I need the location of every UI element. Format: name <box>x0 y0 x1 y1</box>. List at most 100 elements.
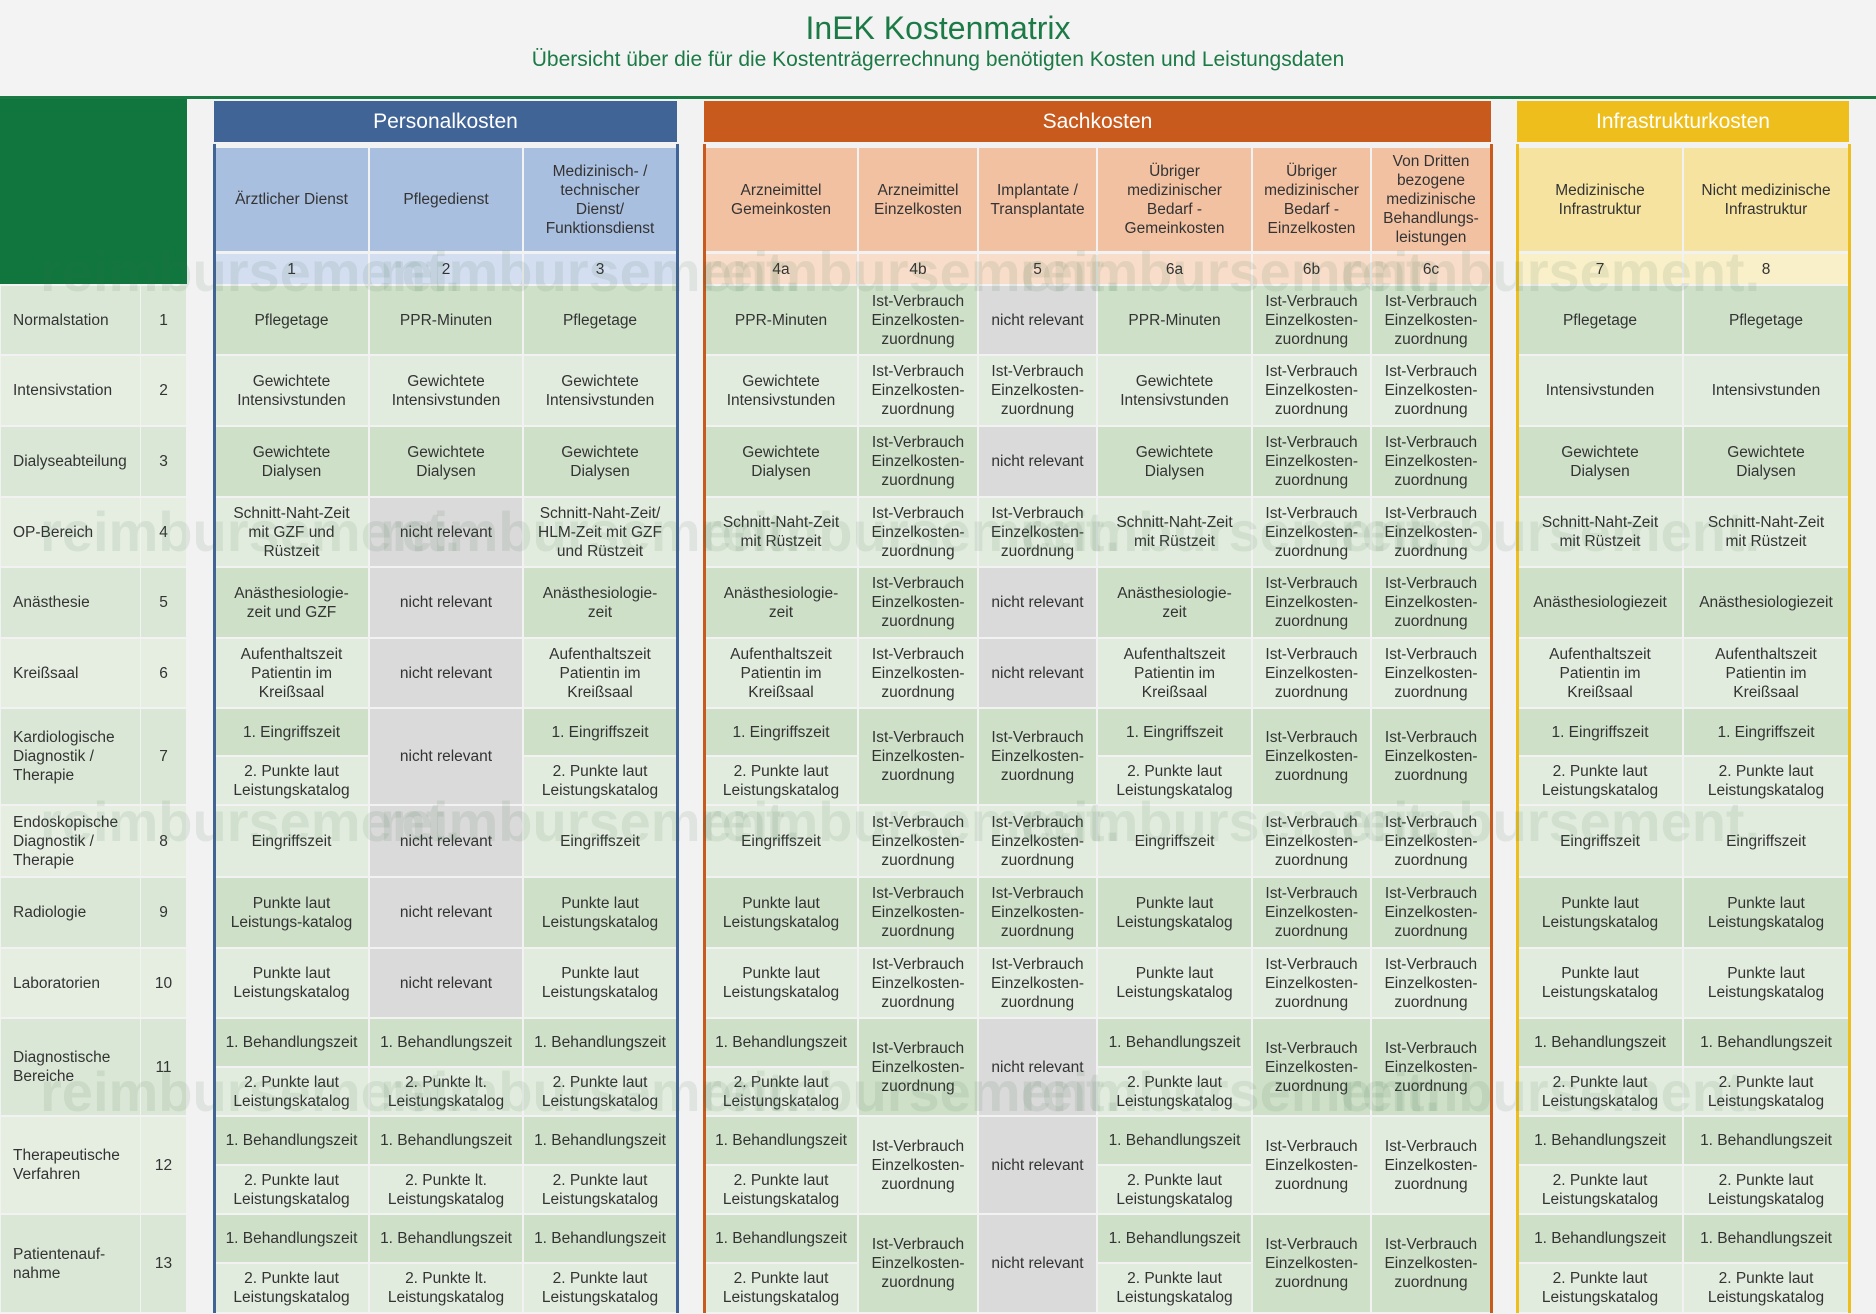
matrix-cell: 1. Eingriffszeit <box>1098 709 1251 755</box>
matrix-cell: 1. Behandlungszeit <box>1098 1117 1251 1164</box>
matrix-cell: Aufenthaltszeit Patientin im Kreißsaal <box>524 639 676 707</box>
matrix-cell: Schnitt-Naht-Zeit/ HLM-Zeit mit GZF und … <box>524 498 676 566</box>
matrix-cell: Ist-Verbrauch Einzelkosten- zuordnung <box>1253 286 1370 354</box>
matrix-cell: Punkte laut Leistungskatalog <box>524 878 676 947</box>
matrix-cell: Gewichtete Intensivstunden <box>524 356 676 425</box>
matrix-cell: Ist-Verbrauch Einzelkosten- zuordnung <box>859 1117 977 1213</box>
matrix-cell: 2. Punkte laut Leistungskatalog <box>1098 757 1251 804</box>
matrix-cell: nicht relevant <box>370 498 522 566</box>
matrix-cell: Gewichtete Dialysen <box>370 427 522 496</box>
column-header: Arzneimittel Einzelkosten <box>859 148 977 251</box>
row-number: 9 <box>141 878 186 947</box>
column-header: Nicht medizinische Infrastruktur <box>1684 148 1848 251</box>
matrix-cell: Ist-Verbrauch Einzelkosten- zuordnung <box>1372 709 1490 804</box>
matrix-cell: 1. Behandlungszeit <box>1518 1117 1682 1164</box>
matrix-cell: Gewichtete Dialysen <box>215 427 368 496</box>
matrix-cell: Ist-Verbrauch Einzelkosten- zuordnung <box>1372 1117 1490 1213</box>
matrix-cell: 1. Behandlungszeit <box>370 1117 522 1164</box>
matrix-cell: Punkte laut Leistungskatalog <box>1098 949 1251 1017</box>
group-border <box>676 144 679 1313</box>
matrix-cell: Punkte laut Leistungskatalog <box>705 949 857 1017</box>
group-header-infra: Infrastrukturkosten <box>1517 101 1849 142</box>
matrix-cell: Ist-Verbrauch Einzelkosten- zuordnung <box>1253 498 1370 566</box>
matrix-cell: Pflegetage <box>215 286 368 354</box>
matrix-cell: Punkte laut Leistungs-katalog <box>215 878 368 947</box>
page-header: InEK Kostenmatrix Übersicht über die für… <box>0 0 1876 99</box>
matrix-cell: Ist-Verbrauch Einzelkosten- zuordnung <box>979 878 1096 947</box>
matrix-cell: nicht relevant <box>979 427 1096 496</box>
matrix-cell: 2. Punkte laut Leistungskatalog <box>705 1264 857 1312</box>
matrix-cell: Ist-Verbrauch Einzelkosten- zuordnung <box>979 806 1096 876</box>
matrix-cell: 1. Behandlungszeit <box>215 1215 368 1262</box>
row-number: 3 <box>141 427 186 496</box>
matrix-cell: 2. Punkte laut Leistungskatalog <box>1098 1166 1251 1213</box>
matrix-cell: Eingriffszeit <box>1098 806 1251 876</box>
row-number: 7 <box>141 709 186 804</box>
matrix-cell: Aufenthaltszeit Patientin im Kreißsaal <box>1518 639 1682 707</box>
matrix-cell: 2. Punkte laut Leistungskatalog <box>215 1068 368 1115</box>
matrix-cell: 2. Punkte laut Leistungskatalog <box>1518 1068 1682 1115</box>
matrix-cell: Ist-Verbrauch Einzelkosten- zuordnung <box>1372 356 1490 425</box>
matrix-cell: Punkte laut Leistungskatalog <box>1098 878 1251 947</box>
matrix-cell: 2. Punkte laut Leistungskatalog <box>1098 1068 1251 1115</box>
row-number: 1 <box>141 286 186 354</box>
column-number: 1 <box>215 254 368 284</box>
row-label: OP-Bereich <box>1 498 140 566</box>
matrix-cell: nicht relevant <box>370 949 522 1017</box>
matrix-cell: Ist-Verbrauch Einzelkosten- zuordnung <box>1253 878 1370 947</box>
matrix-cell: Gewichtete Intensivstunden <box>215 356 368 425</box>
matrix-cell: Ist-Verbrauch Einzelkosten- zuordnung <box>859 498 977 566</box>
matrix-cell: 1. Behandlungszeit <box>1518 1215 1682 1262</box>
matrix-cell: PPR-Minuten <box>1098 286 1251 354</box>
row-label: Anästhesie <box>1 568 140 637</box>
cost-matrix: Personalkosten Sachkosten Infrastrukturkos… <box>0 99 1876 1314</box>
column-number: 5 <box>979 254 1096 284</box>
row-label: Therapeutische Verfahren <box>1 1117 140 1213</box>
matrix-cell: Ist-Verbrauch Einzelkosten- zuordnung <box>859 639 977 707</box>
matrix-cell: 2. Punkte laut Leistungskatalog <box>1684 1068 1848 1115</box>
column-header: Medizinisch- / technischer Dienst/ Funkt… <box>524 148 676 251</box>
matrix-cell: Anästhesiologie- zeit <box>1098 568 1251 637</box>
matrix-cell: 1. Eingriffszeit <box>1684 709 1848 755</box>
matrix-cell: Gewichtete Dialysen <box>1098 427 1251 496</box>
matrix-cell: Anästhesiologiezeit <box>1518 568 1682 637</box>
matrix-cell: nicht relevant <box>979 639 1096 707</box>
matrix-cell: Anästhesiologie- zeit <box>705 568 857 637</box>
matrix-cell: nicht relevant <box>370 806 522 876</box>
matrix-cell: Ist-Verbrauch Einzelkosten- zuordnung <box>1372 806 1490 876</box>
corner-block <box>0 99 187 284</box>
column-number: 2 <box>370 254 522 284</box>
matrix-cell: 1. Behandlungszeit <box>370 1215 522 1262</box>
row-number: 12 <box>141 1117 186 1213</box>
matrix-cell: Punkte laut Leistungskatalog <box>1518 949 1682 1017</box>
group-border <box>1490 144 1493 1313</box>
matrix-cell: 2. Punkte laut Leistungskatalog <box>1518 1264 1682 1312</box>
matrix-cell: Anästhesiologie- zeit <box>524 568 676 637</box>
page-subtitle: Übersicht über die für die Kostenträgerr… <box>531 48 1345 71</box>
matrix-cell: Intensivstunden <box>1518 356 1682 425</box>
matrix-cell: Ist-Verbrauch Einzelkosten- zuordnung <box>979 498 1096 566</box>
matrix-cell: 1. Behandlungszeit <box>524 1019 676 1066</box>
matrix-cell: Ist-Verbrauch Einzelkosten- zuordnung <box>1253 356 1370 425</box>
matrix-cell: Ist-Verbrauch Einzelkosten- zuordnung <box>1253 949 1370 1017</box>
matrix-cell: Ist-Verbrauch Einzelkosten- zuordnung <box>859 356 977 425</box>
column-number: 3 <box>524 254 676 284</box>
matrix-cell: Eingriffszeit <box>524 806 676 876</box>
matrix-cell: nicht relevant <box>979 1215 1096 1312</box>
row-label: Kreißsaal <box>1 639 140 707</box>
matrix-cell: Aufenthaltszeit Patientin im Kreißsaal <box>215 639 368 707</box>
matrix-cell: 1. Behandlungszeit <box>1098 1215 1251 1262</box>
row-number: 10 <box>141 949 186 1017</box>
matrix-cell: Punkte laut Leistungskatalog <box>705 878 857 947</box>
row-number: 11 <box>141 1019 186 1115</box>
matrix-cell: 2. Punkte lt. Leistungskatalog <box>370 1264 522 1312</box>
matrix-cell: 2. Punkte laut Leistungskatalog <box>705 757 857 804</box>
matrix-cell: 2. Punkte laut Leistungskatalog <box>215 1264 368 1312</box>
matrix-cell: 2. Punkte laut Leistungskatalog <box>705 1068 857 1115</box>
matrix-cell: 1. Behandlungszeit <box>215 1117 368 1164</box>
row-label: Diagnostische Bereiche <box>1 1019 140 1115</box>
matrix-cell: Ist-Verbrauch Einzelkosten- zuordnung <box>1253 427 1370 496</box>
matrix-cell: Ist-Verbrauch Einzelkosten- zuordnung <box>1253 1215 1370 1312</box>
matrix-cell: Ist-Verbrauch Einzelkosten- zuordnung <box>979 709 1096 804</box>
matrix-cell: 1. Eingriffszeit <box>215 709 368 755</box>
